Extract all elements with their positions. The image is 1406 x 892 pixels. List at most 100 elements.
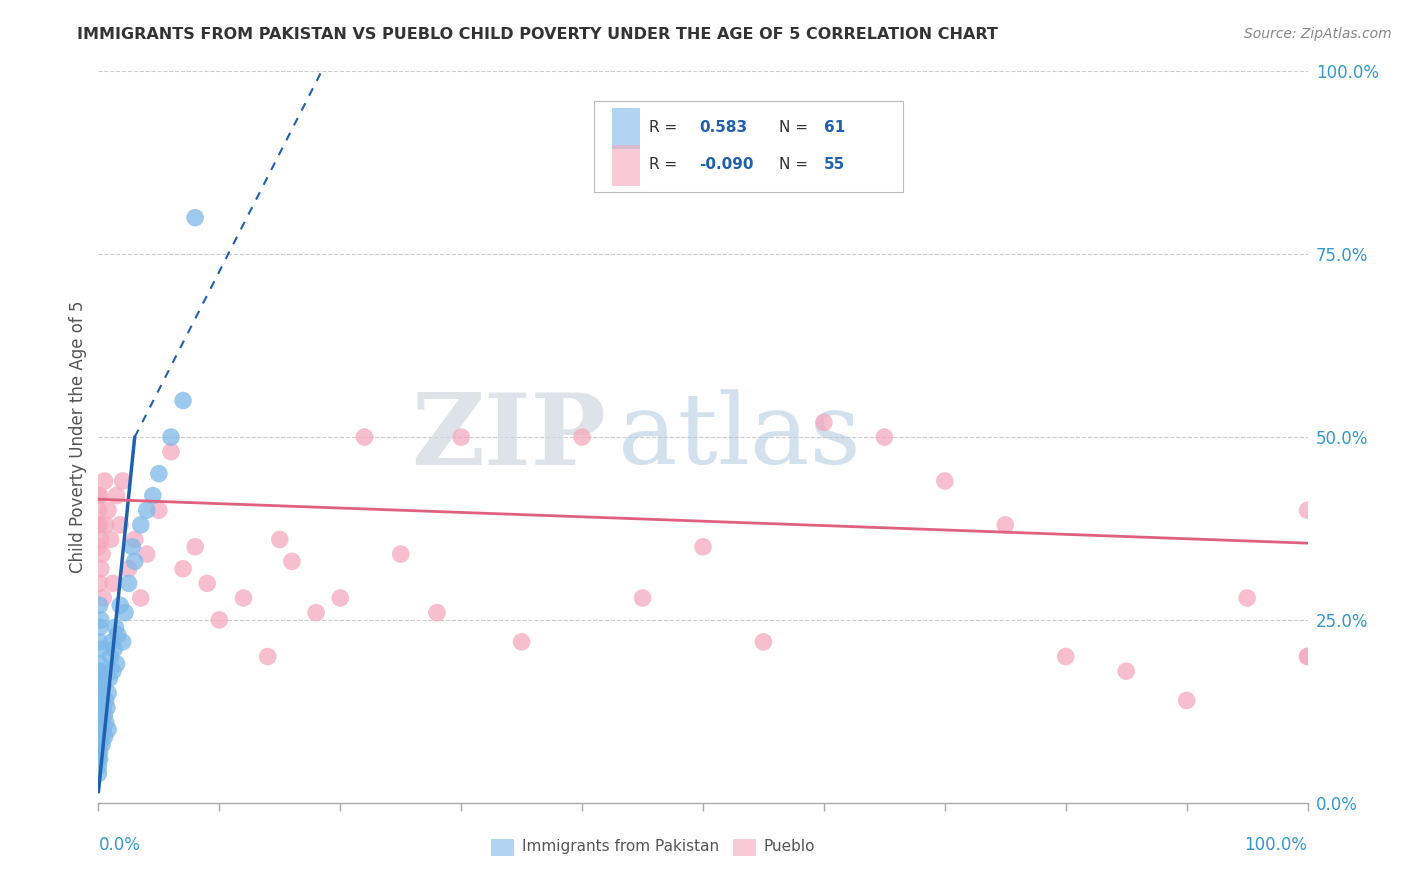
Point	[571, 430, 593, 444]
Point	[93, 474, 115, 488]
Point	[269, 533, 291, 547]
Point	[148, 467, 170, 481]
Point	[91, 547, 114, 561]
Point	[101, 664, 124, 678]
Point	[184, 540, 207, 554]
Point	[1115, 664, 1137, 678]
Point	[118, 576, 141, 591]
Text: N =: N =	[779, 120, 813, 136]
Point	[108, 599, 131, 613]
Text: -0.090: -0.090	[699, 157, 754, 172]
FancyBboxPatch shape	[613, 145, 638, 185]
Point	[129, 517, 152, 532]
Point	[184, 211, 207, 225]
FancyBboxPatch shape	[734, 839, 755, 855]
Point	[232, 591, 254, 605]
Point	[129, 591, 152, 605]
Point	[89, 635, 111, 649]
Text: 0.583: 0.583	[699, 120, 748, 136]
Point	[1296, 649, 1319, 664]
Point	[87, 503, 110, 517]
Point	[87, 679, 110, 693]
Point	[510, 635, 533, 649]
Point	[90, 664, 112, 678]
Point	[97, 503, 120, 517]
Point	[135, 547, 157, 561]
Text: 0.0%: 0.0%	[98, 836, 141, 854]
Point	[111, 635, 134, 649]
Point	[1296, 503, 1319, 517]
Point	[111, 474, 134, 488]
Point	[426, 606, 449, 620]
Point	[329, 591, 352, 605]
Text: 61: 61	[824, 120, 845, 136]
Point	[101, 576, 124, 591]
Point	[124, 554, 146, 568]
Point	[97, 723, 120, 737]
Point	[90, 533, 112, 547]
Point	[93, 730, 115, 744]
Point	[692, 540, 714, 554]
Point	[89, 599, 111, 613]
Text: IMMIGRANTS FROM PAKISTAN VS PUEBLO CHILD POVERTY UNDER THE AGE OF 5 CORRELATION : IMMIGRANTS FROM PAKISTAN VS PUEBLO CHILD…	[77, 27, 998, 42]
Point	[89, 517, 111, 532]
Point	[89, 489, 111, 503]
Point	[87, 489, 110, 503]
Text: N =: N =	[779, 157, 813, 172]
Point	[89, 752, 111, 766]
Point	[121, 540, 143, 554]
Point	[91, 693, 114, 707]
Point	[90, 562, 112, 576]
Point	[91, 723, 114, 737]
Point	[100, 649, 122, 664]
Text: 100.0%: 100.0%	[1244, 836, 1308, 854]
Text: Pueblo: Pueblo	[763, 839, 815, 855]
Point	[148, 503, 170, 517]
Point	[994, 517, 1017, 532]
Point	[87, 723, 110, 737]
Point	[87, 708, 110, 723]
Point	[103, 642, 125, 657]
Text: atlas: atlas	[619, 389, 860, 485]
Point	[389, 547, 412, 561]
Point	[160, 430, 183, 444]
Point	[91, 700, 114, 714]
Point	[160, 444, 183, 458]
Point	[91, 672, 114, 686]
Point	[124, 533, 146, 547]
Point	[195, 576, 218, 591]
Point	[93, 708, 115, 723]
Point	[91, 679, 114, 693]
Point	[752, 635, 775, 649]
Point	[100, 635, 122, 649]
Y-axis label: Child Poverty Under the Age of 5: Child Poverty Under the Age of 5	[69, 301, 87, 574]
Point	[450, 430, 472, 444]
Point	[256, 649, 278, 664]
Point	[87, 737, 110, 751]
Point	[89, 679, 111, 693]
Point	[89, 745, 111, 759]
Point	[94, 693, 117, 707]
Text: R =: R =	[648, 157, 682, 172]
Point	[90, 708, 112, 723]
Point	[353, 430, 375, 444]
Point	[135, 503, 157, 517]
Point	[105, 657, 128, 671]
Point	[89, 576, 111, 591]
Point	[208, 613, 231, 627]
Point	[631, 591, 654, 605]
Point	[94, 517, 117, 532]
Point	[91, 591, 114, 605]
Text: R =: R =	[648, 120, 682, 136]
Point	[87, 540, 110, 554]
Point	[172, 393, 194, 408]
Point	[105, 489, 128, 503]
Point	[1175, 693, 1198, 707]
Point	[305, 606, 328, 620]
FancyBboxPatch shape	[492, 839, 513, 855]
Point	[87, 745, 110, 759]
Point	[118, 562, 141, 576]
Point	[90, 613, 112, 627]
Point	[90, 730, 112, 744]
Point	[142, 489, 165, 503]
